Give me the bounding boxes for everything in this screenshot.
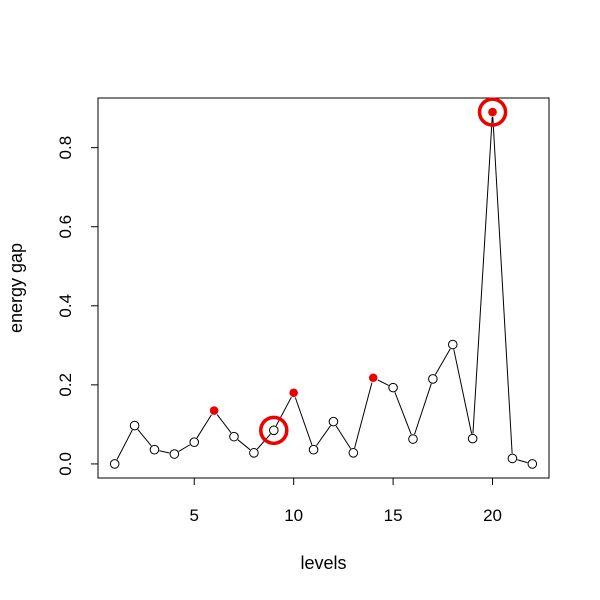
series-segment xyxy=(316,425,331,446)
series-segment xyxy=(517,459,528,464)
y-tick-label: 0.8 xyxy=(56,136,75,160)
highlighted-data-point xyxy=(289,388,298,398)
data-point xyxy=(527,459,538,469)
data-point xyxy=(229,431,239,442)
series-segment xyxy=(256,433,271,450)
highlighted-data-point xyxy=(488,107,497,117)
data-point xyxy=(447,339,458,350)
series-segment xyxy=(116,429,133,460)
y-tick-label: 0.0 xyxy=(56,452,75,476)
series-segment xyxy=(294,397,313,446)
data-point xyxy=(249,448,259,458)
highlighted-data-point xyxy=(209,406,219,415)
x-tick-label: 15 xyxy=(384,506,403,525)
series-segment xyxy=(492,117,513,454)
circled-highlights xyxy=(259,97,508,446)
series-segment xyxy=(377,379,389,386)
y-tick-label: 0.6 xyxy=(56,215,75,239)
highlighted-data-point xyxy=(368,373,378,383)
series-segment xyxy=(216,414,232,433)
series-segment xyxy=(275,396,292,427)
y-axis: 0.0 0.2 0.4 0.6 0.8 xyxy=(56,136,99,476)
x-axis-label: levels xyxy=(300,553,346,573)
series-segment xyxy=(453,349,473,434)
x-tick-label: 10 xyxy=(284,506,303,525)
series-segment xyxy=(472,117,493,434)
circle-highlight xyxy=(477,97,508,127)
data-point xyxy=(169,449,180,459)
data-point xyxy=(507,453,518,464)
series-segment xyxy=(196,414,212,439)
series-segment xyxy=(434,348,451,375)
series-segment xyxy=(394,392,412,435)
series-segment xyxy=(414,383,432,435)
data-point xyxy=(308,444,319,455)
data-point xyxy=(388,382,398,393)
data-point xyxy=(109,459,120,469)
series-segment xyxy=(354,382,373,449)
series-segment xyxy=(159,450,170,454)
x-axis: 5 10 15 20 xyxy=(190,477,502,525)
data-point xyxy=(149,444,160,455)
data-point xyxy=(189,437,200,447)
data-point xyxy=(467,433,478,444)
series-segment xyxy=(237,439,251,451)
y-axis-label: energy gap xyxy=(6,243,26,333)
circle-highlight xyxy=(259,415,289,446)
series-segment xyxy=(335,425,352,449)
series-line xyxy=(116,117,528,464)
data-point xyxy=(428,374,438,384)
data-point xyxy=(408,434,418,444)
x-tick-label: 5 xyxy=(190,506,199,525)
data-points xyxy=(109,107,538,469)
data-point xyxy=(129,420,140,431)
data-point xyxy=(348,448,359,458)
series-segment xyxy=(137,429,152,447)
y-tick-label: 0.2 xyxy=(56,373,75,397)
data-point xyxy=(268,425,279,436)
data-point xyxy=(328,416,339,427)
x-tick-label: 20 xyxy=(483,506,502,525)
y-tick-label: 0.4 xyxy=(56,294,75,318)
series-segment xyxy=(178,444,191,452)
